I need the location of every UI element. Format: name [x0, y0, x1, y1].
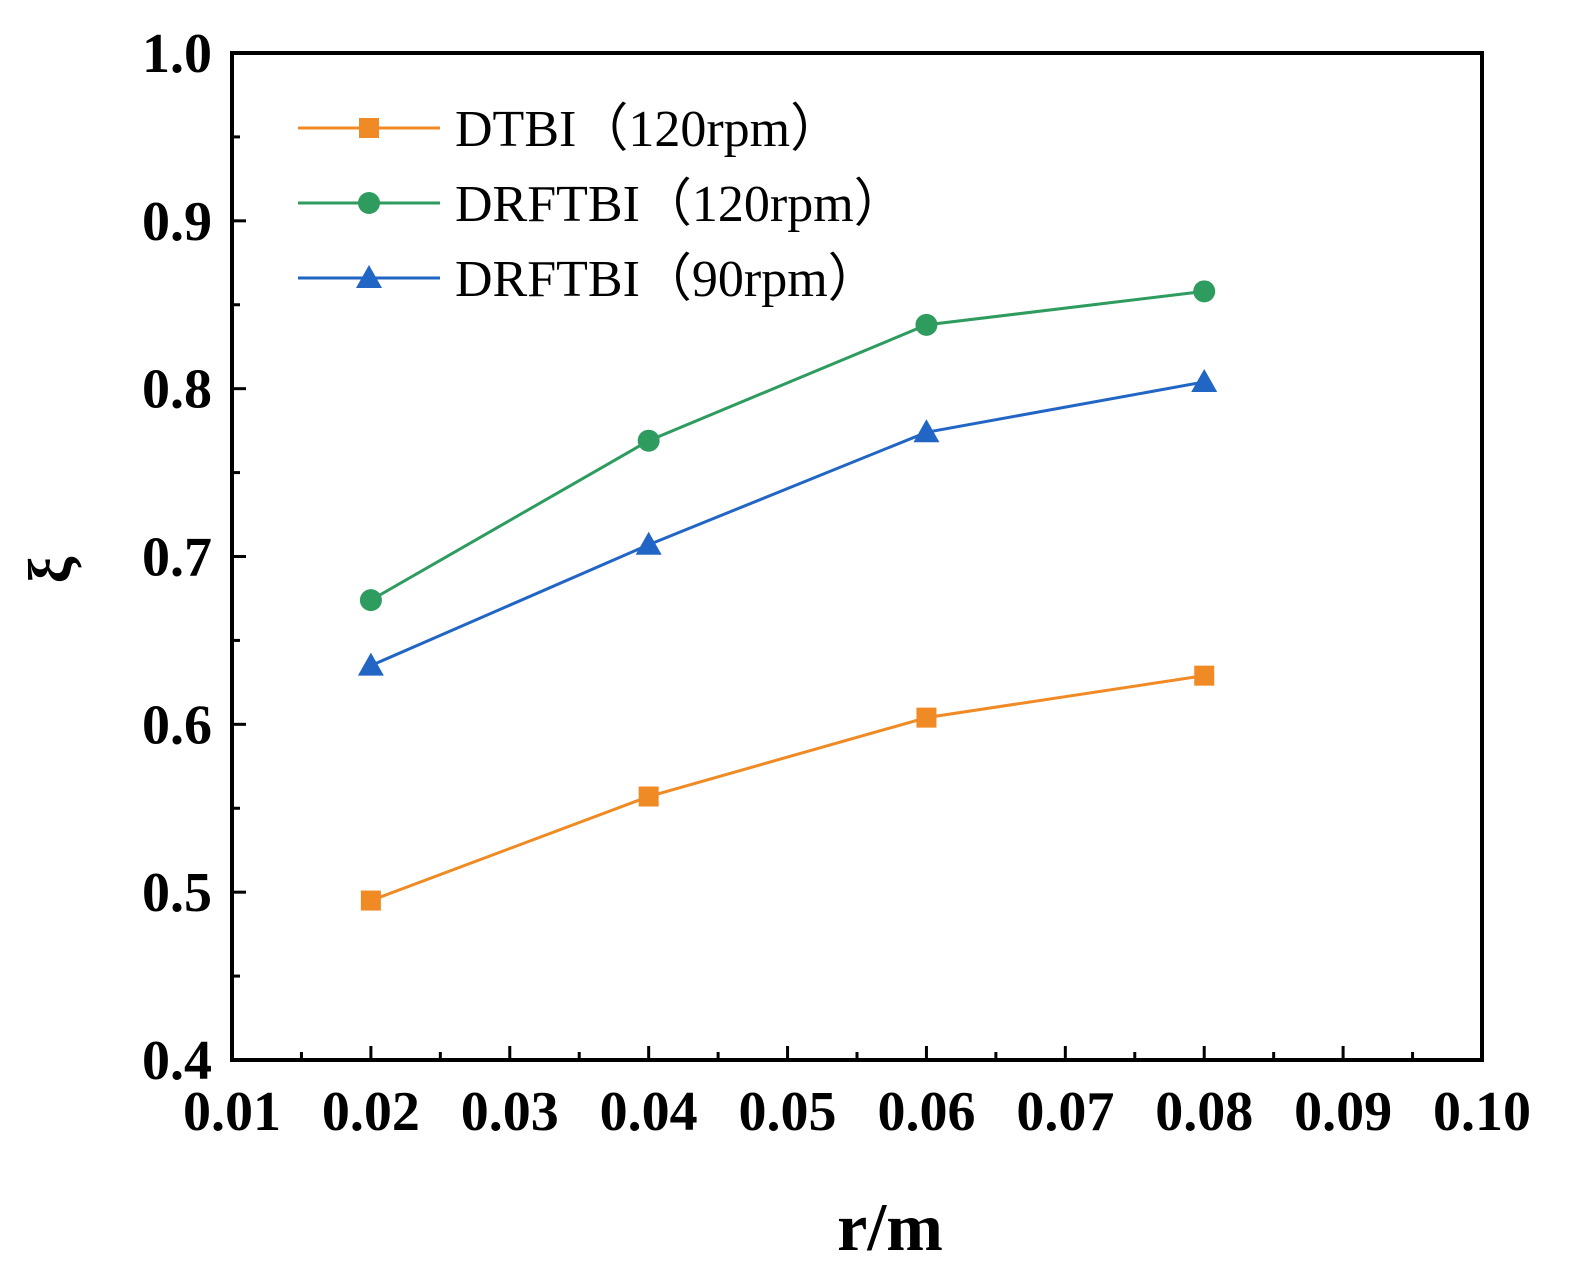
- x-tick-label: 0.04: [600, 1081, 698, 1143]
- y-tick-label: 0.7: [142, 527, 212, 589]
- y-axis-ticks: 0.4 0.5 0.6 0.7 0.8 0.9 1.0: [142, 23, 246, 1092]
- x-tick-label: 0.02: [322, 1081, 420, 1143]
- x-tick-label: 0.05: [739, 1081, 837, 1143]
- series-2: [357, 368, 1218, 676]
- x-tick-label: 0.10: [1433, 1081, 1531, 1143]
- legend-marker: [358, 192, 380, 214]
- data-point: [635, 531, 662, 555]
- legend-label: DRFTBI（120rpm）: [455, 176, 906, 233]
- data-point: [1194, 665, 1215, 686]
- data-point: [1191, 368, 1218, 392]
- x-tick-label: 0.06: [877, 1081, 975, 1143]
- y-tick-label: 1.0: [142, 23, 212, 85]
- data-point: [1193, 280, 1216, 303]
- x-axis-ticks: 0.01 0.02 0.03 0.04 0.05 0.06 0.07 0.08 0.09 0.10: [183, 1046, 1531, 1143]
- y-axis-title: ξ: [17, 556, 83, 583]
- legend-marker: [356, 265, 382, 288]
- series-1: [359, 280, 1216, 612]
- x-tick-label: 0.08: [1155, 1081, 1253, 1143]
- x-tick-label: 0.07: [1016, 1081, 1114, 1143]
- data-point: [360, 890, 381, 911]
- data-point: [357, 652, 384, 676]
- data-point: [638, 786, 659, 807]
- y-tick-label: 0.8: [142, 359, 212, 421]
- data-point: [359, 589, 382, 612]
- legend-label: DRFTBI（90rpm）: [455, 251, 880, 308]
- legend-label: DTBI（120rpm）: [455, 101, 842, 158]
- x-axis-title: r/m: [837, 1189, 943, 1265]
- series-layer: [357, 280, 1218, 911]
- data-point: [915, 313, 938, 336]
- data-point: [913, 419, 940, 443]
- x-tick-label: 0.09: [1294, 1081, 1392, 1143]
- legend: DTBI（120rpm） DRFTBI（120rpm） DRFTBI（90rpm）: [298, 101, 906, 308]
- series-0: [360, 665, 1215, 911]
- series-line: [370, 289, 1205, 602]
- x-tick-label: 0.01: [183, 1081, 281, 1143]
- data-point: [916, 707, 937, 728]
- x-tick-label: 0.03: [461, 1081, 559, 1143]
- legend-entry: DRFTBI（120rpm）: [298, 176, 906, 233]
- y-tick-label: 0.5: [142, 862, 212, 924]
- y-tick-label: 0.6: [142, 694, 212, 756]
- data-point: [637, 429, 660, 452]
- y-tick-label: 0.4: [142, 1030, 212, 1092]
- series-line: [370, 674, 1205, 902]
- legend-marker: [359, 118, 379, 138]
- legend-entry: DTBI（120rpm）: [298, 101, 842, 158]
- y-tick-label: 0.9: [142, 191, 212, 253]
- series-line: [370, 380, 1205, 667]
- legend-entry: DRFTBI（90rpm）: [298, 251, 880, 308]
